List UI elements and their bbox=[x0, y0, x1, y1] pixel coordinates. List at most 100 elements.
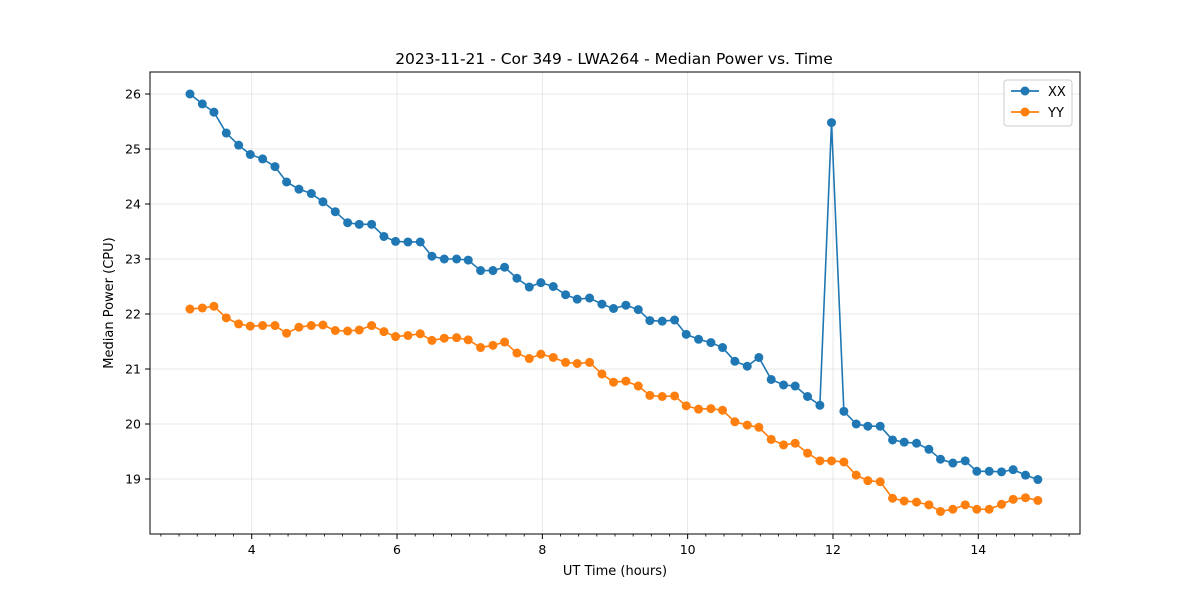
data-point-yy bbox=[452, 333, 462, 343]
data-point-xx bbox=[367, 219, 377, 229]
data-point-xx bbox=[657, 316, 667, 326]
data-point-xx bbox=[572, 294, 582, 304]
data-point-xx bbox=[1021, 470, 1031, 480]
data-point-xx bbox=[694, 334, 704, 344]
data-point-yy bbox=[1033, 495, 1043, 505]
data-point-yy bbox=[234, 319, 244, 329]
data-point-yy bbox=[718, 405, 728, 415]
data-point-xx bbox=[512, 273, 522, 283]
y-tick-label: 21 bbox=[125, 362, 141, 377]
data-point-yy bbox=[282, 328, 292, 338]
data-point-yy bbox=[403, 330, 413, 340]
data-point-xx bbox=[912, 438, 922, 448]
data-point-yy bbox=[463, 335, 473, 345]
data-point-xx bbox=[997, 467, 1007, 477]
data-point-yy bbox=[645, 390, 655, 400]
data-point-yy bbox=[706, 404, 716, 414]
y-tick-label: 19 bbox=[125, 472, 141, 487]
data-point-xx bbox=[258, 154, 268, 164]
data-point-xx bbox=[815, 400, 825, 410]
series-xx bbox=[185, 89, 1043, 485]
data-point-xx bbox=[415, 237, 425, 247]
data-point-xx bbox=[282, 177, 292, 187]
x-tick-label: 14 bbox=[970, 542, 986, 557]
data-point-xx bbox=[827, 118, 837, 128]
x-tick-label: 8 bbox=[538, 542, 546, 557]
data-point-xx bbox=[209, 107, 219, 117]
data-point-yy bbox=[197, 303, 207, 313]
data-point-xx bbox=[645, 316, 655, 326]
data-point-xx bbox=[452, 254, 462, 264]
data-point-yy bbox=[221, 313, 231, 323]
y-tick-label: 23 bbox=[125, 252, 141, 267]
legend-yy-marker bbox=[1020, 107, 1030, 117]
data-point-xx bbox=[439, 254, 449, 264]
data-point-xx bbox=[306, 189, 316, 199]
data-point-xx bbox=[245, 150, 255, 159]
x-tick-label: 10 bbox=[680, 542, 696, 557]
data-point-xx bbox=[1008, 465, 1018, 475]
data-point-yy bbox=[912, 497, 922, 507]
data-point-xx bbox=[294, 184, 304, 194]
data-point-yy bbox=[694, 404, 704, 414]
data-point-yy bbox=[512, 348, 522, 358]
data-point-xx bbox=[863, 421, 873, 431]
data-point-yy bbox=[500, 337, 510, 347]
data-point-yy bbox=[815, 456, 825, 466]
data-point-xx bbox=[234, 140, 244, 150]
data-point-yy bbox=[839, 457, 849, 467]
data-point-yy bbox=[548, 352, 558, 362]
data-point-yy bbox=[984, 504, 994, 514]
data-point-yy bbox=[561, 357, 571, 367]
data-point-yy bbox=[245, 321, 255, 331]
data-point-xx bbox=[899, 437, 909, 447]
data-point-yy bbox=[742, 420, 752, 430]
data-point-yy bbox=[270, 321, 280, 331]
legend-xx-label: XX bbox=[1048, 85, 1066, 100]
data-point-yy bbox=[924, 500, 934, 510]
data-point-xx bbox=[888, 435, 898, 445]
data-point-yy bbox=[875, 477, 885, 487]
data-point-xx bbox=[972, 466, 982, 476]
data-point-yy bbox=[415, 329, 425, 339]
data-point-yy bbox=[779, 440, 789, 450]
data-point-yy bbox=[209, 301, 219, 311]
data-point-yy bbox=[899, 496, 909, 506]
grid bbox=[150, 72, 1080, 534]
data-point-xx bbox=[754, 352, 764, 362]
data-point-xx bbox=[476, 266, 486, 276]
data-point-xx bbox=[197, 99, 207, 109]
data-point-xx bbox=[718, 343, 728, 353]
data-point-xx bbox=[875, 421, 885, 431]
data-point-yy bbox=[294, 322, 304, 332]
data-point-yy bbox=[330, 326, 340, 335]
y-tick-label: 22 bbox=[125, 307, 141, 322]
data-point-yy bbox=[536, 349, 546, 359]
data-point-yy bbox=[609, 377, 619, 387]
data-point-yy bbox=[379, 327, 389, 337]
x-tick-label: 12 bbox=[825, 542, 841, 557]
data-point-xx bbox=[536, 278, 546, 288]
axis-ticks: 4 6 8 10 12 14 19 20 21 22 23 24 25 26 bbox=[125, 87, 1070, 557]
data-point-xx bbox=[670, 315, 680, 325]
data-point-xx bbox=[790, 381, 800, 391]
data-point-xx bbox=[524, 282, 534, 292]
data-point-xx bbox=[742, 361, 752, 371]
x-tick-label: 6 bbox=[393, 542, 401, 557]
data-point-yy bbox=[681, 401, 691, 411]
data-point-xx bbox=[706, 338, 716, 348]
data-point-yy bbox=[185, 304, 195, 314]
y-tick-label: 24 bbox=[125, 197, 141, 212]
y-axis-label: Median Power (CPU) bbox=[102, 237, 117, 368]
data-point-xx bbox=[609, 304, 619, 313]
data-point-xx bbox=[379, 231, 389, 241]
data-point-yy bbox=[343, 326, 353, 336]
legend-xx-marker bbox=[1020, 86, 1030, 96]
y-tick-label: 26 bbox=[125, 87, 141, 102]
data-point-xx bbox=[500, 262, 510, 272]
data-point-xx bbox=[851, 419, 861, 429]
data-point-xx bbox=[330, 207, 340, 217]
data-point-yy bbox=[488, 340, 498, 350]
y-tick-label: 25 bbox=[125, 142, 141, 157]
